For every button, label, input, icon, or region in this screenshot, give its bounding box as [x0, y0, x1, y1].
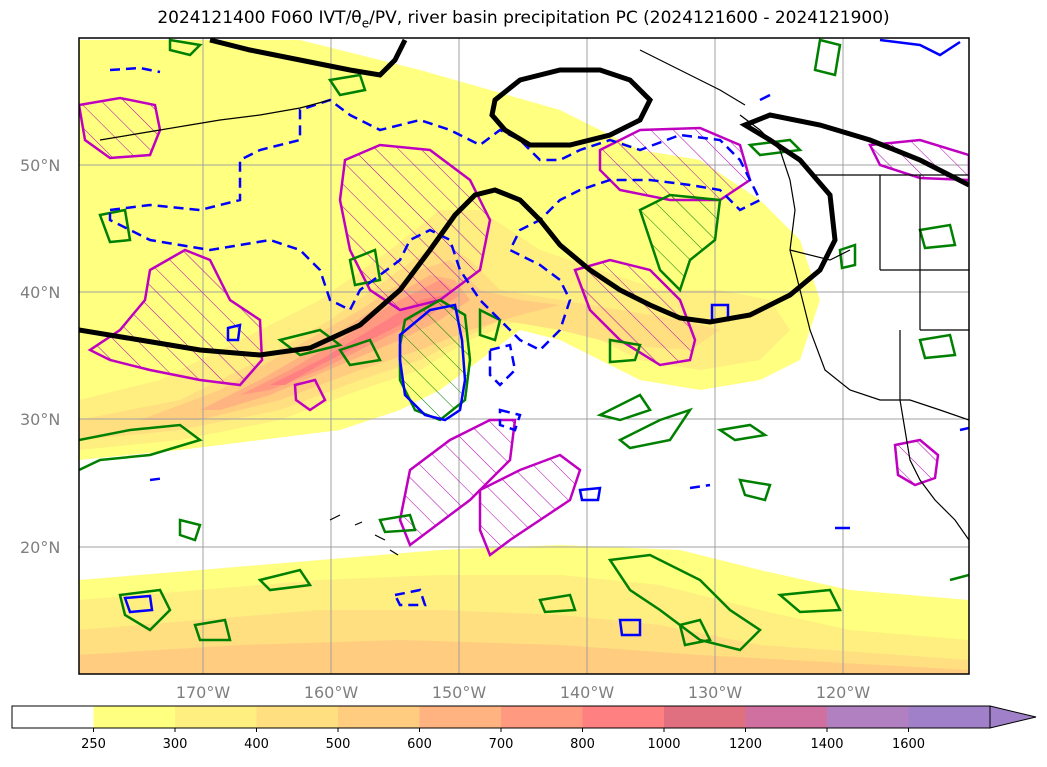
lon-label-140w: 140°W	[560, 683, 615, 702]
colorbar-segment	[501, 706, 583, 728]
hawaiian-islands	[329, 514, 399, 556]
lat-label-40: 40°N	[20, 283, 60, 302]
colorbar-segment	[256, 706, 339, 728]
pc-positive-south1	[398, 418, 517, 547]
pc-positive-south2	[478, 453, 582, 557]
lat-label-20: 20°N	[20, 538, 60, 557]
pc-positive-northwest	[79, 96, 162, 160]
colorbar: 250 300 400 500 600 700 800 1000 1200 1400 1600	[11, 705, 1037, 752]
ivt-250-northwest	[79, 40, 320, 110]
lon-label-120w: 120°W	[816, 683, 871, 702]
lon-label-130w: 130°W	[688, 683, 743, 702]
latitude-labels: 50°N 40°N 30°N 20°N	[20, 156, 60, 557]
colorbar-label: 400	[244, 737, 269, 752]
pc-negative-east	[638, 193, 722, 293]
aleutian-islands	[99, 99, 331, 141]
colorbar-extend-arrow	[989, 705, 1037, 729]
colorbar-segment	[419, 706, 502, 728]
pc-positive-small	[293, 378, 327, 412]
colorbar-segment	[745, 706, 828, 728]
colorbar-label: 500	[326, 737, 351, 752]
theta-e-main	[79, 112, 969, 358]
colorbar-label: 800	[570, 737, 595, 752]
map-plot-area	[79, 38, 969, 674]
colorbar-label: 600	[407, 737, 432, 752]
colorbar-label: 1600	[892, 737, 925, 752]
colorbar-label: 1400	[810, 737, 843, 752]
colorbar-segment	[338, 706, 420, 728]
precip-pc-positive-contours	[79, 96, 969, 557]
colorbar-label: 1000	[647, 737, 680, 752]
colorbar-segment	[175, 706, 257, 728]
theta-e-loop-north	[489, 67, 654, 148]
precip-pc-negative-contours	[79, 38, 969, 652]
pv-contours	[108, 38, 969, 637]
lat-label-50: 50°N	[20, 156, 60, 175]
colorbar-segment	[12, 706, 94, 728]
colorbar-label: 300	[163, 737, 188, 752]
map-title: 2024121400 F060 IVT/θe/PV, river basin p…	[157, 8, 890, 31]
longitude-labels: 170°W 160°W 150°W 140°W 130°W 120°W	[176, 683, 871, 702]
theta-e-northwest	[209, 38, 408, 78]
lat-label-30: 30°N	[20, 410, 60, 429]
lon-label-160w: 160°W	[304, 683, 359, 702]
coastlines	[99, 49, 969, 556]
state-borders	[879, 175, 969, 400]
colorbar-segment	[908, 706, 991, 728]
lon-label-170w: 170°W	[176, 683, 231, 702]
map-frame	[78, 37, 970, 675]
pc-positive-east	[598, 126, 752, 202]
colorbar-segment	[93, 706, 176, 728]
colorbar-segment	[827, 706, 909, 728]
theta-e-contours	[79, 38, 969, 358]
colorbar-label: 700	[489, 737, 514, 752]
ivt-1000-core	[270, 295, 445, 385]
colorbar-segment	[664, 706, 746, 728]
lon-label-150w: 150°W	[432, 683, 487, 702]
pv-solid-central	[398, 303, 467, 422]
pc-positive-mid	[573, 258, 697, 367]
pc-positive-coast	[893, 438, 940, 487]
colorbar-label: 1200	[729, 737, 762, 752]
colorbar-label: 250	[81, 737, 106, 752]
north-america-coast	[739, 114, 969, 421]
colorbar-segment	[582, 706, 665, 728]
ivt-500-subtropics	[79, 640, 969, 674]
